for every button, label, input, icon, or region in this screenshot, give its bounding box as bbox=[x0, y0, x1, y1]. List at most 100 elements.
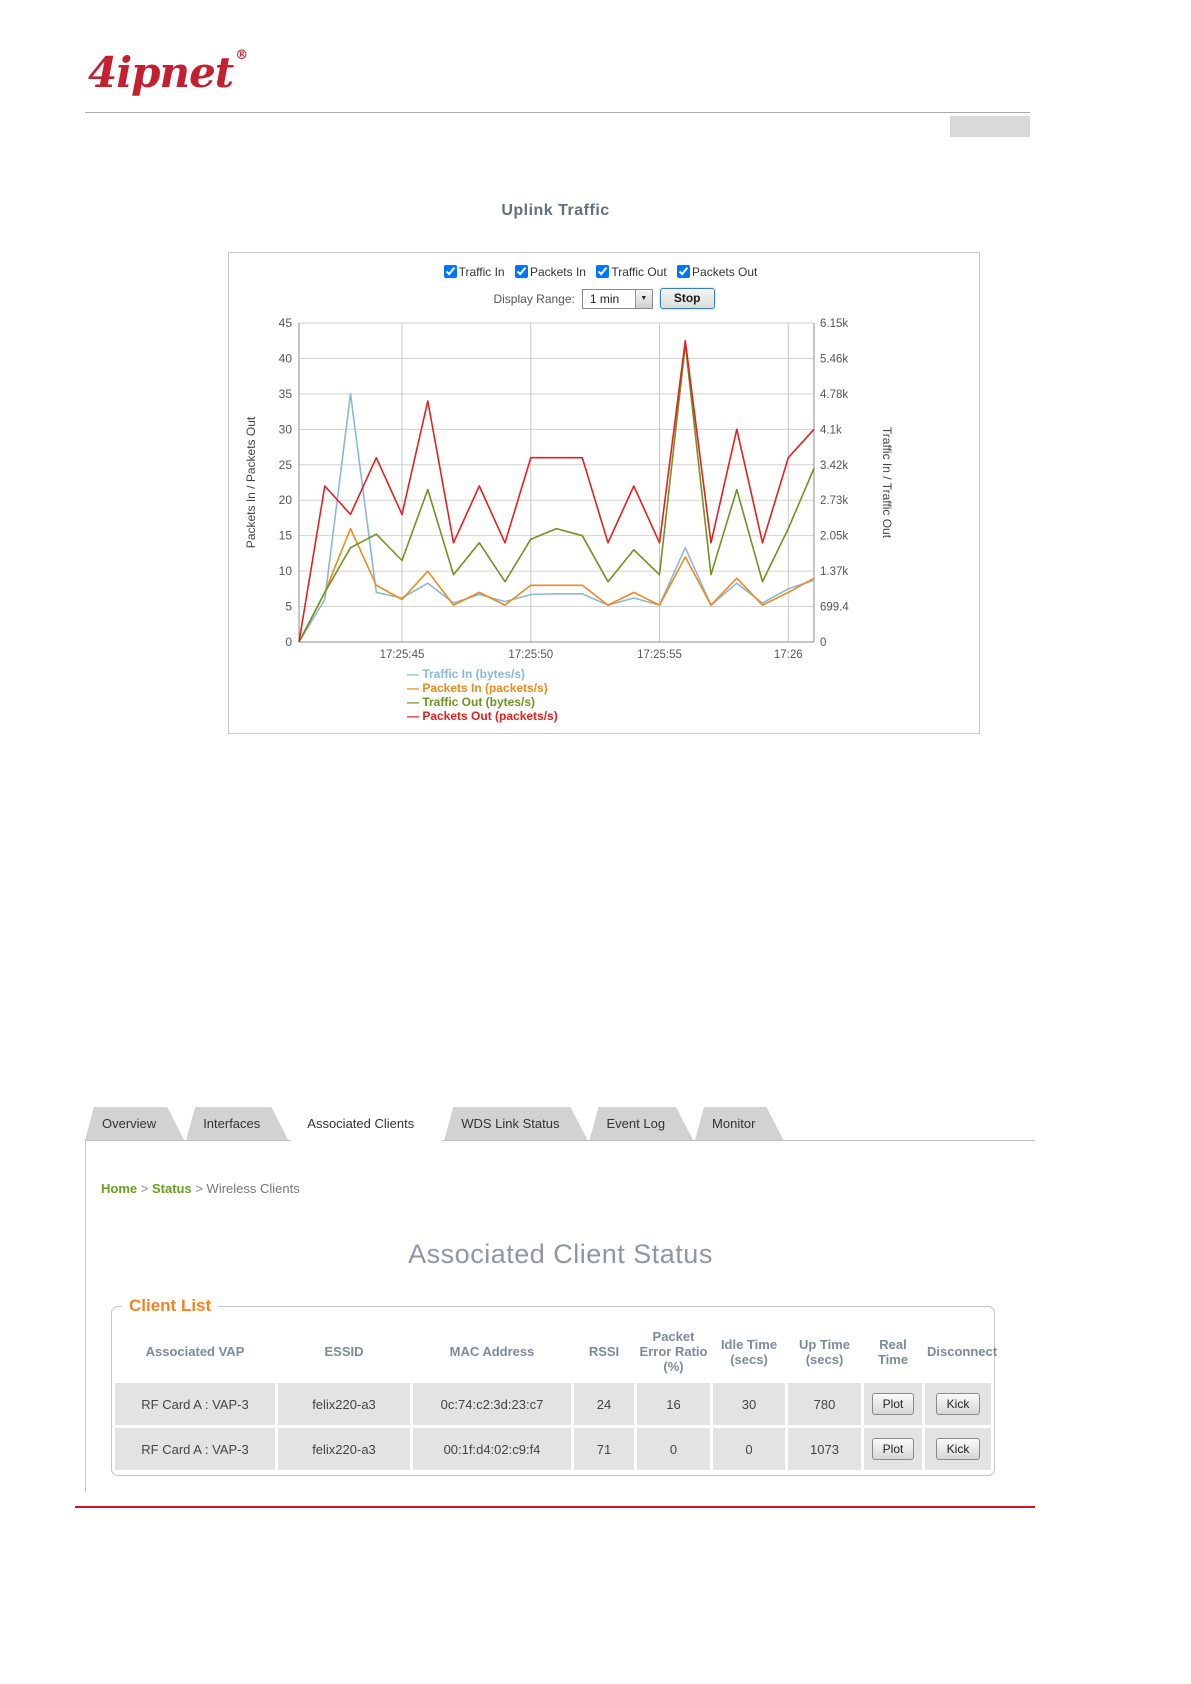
status-tab-strip: Overview Interfaces Associated Clients W… bbox=[85, 1104, 1035, 1140]
cell-per: 0 bbox=[637, 1428, 710, 1470]
kick-button[interactable]: Kick bbox=[935, 1438, 981, 1460]
svg-text:3.42k: 3.42k bbox=[820, 460, 848, 472]
cell-essid: felix220-a3 bbox=[278, 1428, 410, 1470]
cell-uptime: 780 bbox=[788, 1383, 861, 1425]
tab-overview[interactable]: Overview bbox=[85, 1107, 184, 1140]
chevron-down-icon: ▼ bbox=[634, 289, 652, 308]
legend-item: — Packets Out (packets/s) bbox=[407, 709, 558, 723]
col-associated-vap: Associated VAP bbox=[145, 1344, 245, 1359]
col-rssi: RSSI bbox=[588, 1344, 620, 1359]
uplink-traffic-chart: 0 0 5 699.4 10 1.37k 15 2.05k 20 2.73k 25 3.42k 30 4.… bbox=[244, 316, 894, 661]
svg-text:6.15k: 6.15k bbox=[820, 318, 848, 330]
client-list-legend: Client List bbox=[129, 1296, 212, 1315]
svg-text:25: 25 bbox=[279, 458, 293, 472]
svg-text:15: 15 bbox=[279, 529, 293, 543]
uplink-traffic-panel: Traffic In Packets In Traffic Out Packet… bbox=[228, 252, 980, 734]
status-content: Home > Status > Wireless Clients Associa… bbox=[85, 1140, 1035, 1492]
kick-button[interactable]: Kick bbox=[935, 1393, 981, 1415]
svg-text:40: 40 bbox=[279, 351, 293, 365]
traffic-out-checkbox-label: Traffic Out bbox=[611, 265, 667, 279]
tab-interfaces[interactable]: Interfaces bbox=[186, 1107, 288, 1140]
svg-text:4.78k: 4.78k bbox=[820, 389, 848, 401]
cell-per: 16 bbox=[637, 1383, 710, 1425]
cell-vap: RF Card A : VAP-3 bbox=[115, 1428, 275, 1470]
col-disconnect: Disconnect bbox=[927, 1344, 998, 1359]
svg-text:30: 30 bbox=[279, 422, 293, 436]
svg-text:0: 0 bbox=[285, 635, 292, 649]
plot-button[interactable]: Plot bbox=[871, 1438, 915, 1460]
display-range-label: Display Range: bbox=[493, 291, 575, 306]
page-title: Associated Client Status bbox=[408, 1239, 713, 1269]
page-number-placeholder bbox=[950, 116, 1030, 137]
traffic-in-checkbox-label: Traffic In bbox=[458, 265, 505, 279]
cell-mac: 0c:74:c2:3d:23:c7 bbox=[413, 1383, 571, 1425]
col-packet-error-ratio: Packet Error Ratio (%) bbox=[639, 1329, 708, 1374]
svg-text:5.46k: 5.46k bbox=[820, 353, 848, 365]
tab-wds-link-status[interactable]: WDS Link Status bbox=[444, 1107, 587, 1140]
traffic-out-checkbox[interactable] bbox=[596, 265, 610, 278]
plot-button[interactable]: Plot bbox=[871, 1393, 915, 1415]
client-list-fieldset: Client List Associated VAP ESSID MAC Add… bbox=[111, 1296, 998, 1476]
chart-legend: — Traffic In (bytes/s) — Packets In (pack… bbox=[407, 667, 971, 723]
header-divider bbox=[85, 112, 1030, 113]
svg-text:4.1k: 4.1k bbox=[820, 424, 842, 436]
tab-event-log[interactable]: Event Log bbox=[590, 1107, 694, 1140]
svg-text:1.37k: 1.37k bbox=[820, 566, 848, 578]
svg-text:20: 20 bbox=[279, 493, 293, 507]
cell-vap: RF Card A : VAP-3 bbox=[115, 1383, 275, 1425]
cell-idle: 30 bbox=[713, 1383, 785, 1425]
breadcrumb-separator: > bbox=[140, 1181, 149, 1196]
svg-text:35: 35 bbox=[279, 387, 293, 401]
col-mac-address: MAC Address bbox=[449, 1344, 535, 1359]
display-range-value: 1 min bbox=[589, 291, 620, 306]
tab-associated-clients[interactable]: Associated Clients bbox=[290, 1104, 442, 1141]
breadcrumb-separator: > bbox=[195, 1181, 203, 1196]
svg-text:10: 10 bbox=[279, 564, 293, 578]
legend-item: — Traffic Out (bytes/s) bbox=[407, 695, 536, 709]
tab-monitor[interactable]: Monitor bbox=[695, 1107, 783, 1140]
svg-text:17:25:50: 17:25:50 bbox=[508, 649, 553, 661]
cell-essid: felix220-a3 bbox=[278, 1383, 410, 1425]
stop-button[interactable]: Stop bbox=[659, 288, 715, 309]
cell-idle: 0 bbox=[713, 1428, 785, 1470]
breadcrumb-home-link[interactable]: Home bbox=[101, 1181, 138, 1196]
col-real-time: Real Time bbox=[877, 1336, 909, 1367]
svg-text:2.05k: 2.05k bbox=[820, 531, 848, 543]
packets-out-checkbox[interactable] bbox=[677, 265, 691, 278]
svg-text:17:25:55: 17:25:55 bbox=[637, 649, 682, 661]
svg-text:Traffic In / Traffic Out: Traffic In / Traffic Out bbox=[880, 427, 894, 539]
packets-out-checkbox-label: Packets Out bbox=[692, 265, 758, 279]
col-essid: ESSID bbox=[324, 1344, 364, 1359]
packets-in-checkbox[interactable] bbox=[514, 265, 528, 278]
vendor-logo: 4ipnet ® bbox=[88, 48, 248, 97]
svg-text:699.4: 699.4 bbox=[820, 602, 849, 614]
svg-text:2.73k: 2.73k bbox=[820, 495, 848, 507]
registered-mark: ® bbox=[235, 48, 248, 63]
svg-text:17:25:45: 17:25:45 bbox=[380, 649, 425, 661]
svg-text:17:26: 17:26 bbox=[774, 649, 803, 661]
cell-uptime: 1073 bbox=[788, 1428, 861, 1470]
svg-text:0: 0 bbox=[820, 637, 826, 649]
display-range-select[interactable]: 1 min ▼ bbox=[581, 288, 653, 309]
col-up-time: Up Time (secs) bbox=[798, 1336, 851, 1367]
series-checkbox-row: Traffic In Packets In Traffic Out Packet… bbox=[237, 265, 971, 279]
cell-rssi: 24 bbox=[574, 1383, 634, 1425]
display-range-row: Display Range: 1 min ▼ Stop bbox=[237, 288, 971, 309]
packets-in-checkbox-label: Packets In bbox=[529, 265, 586, 279]
client-table: Associated VAP ESSID MAC Address RSSI Pa… bbox=[112, 1320, 998, 1473]
table-row: RF Card A : VAP-3 felix220-a3 00:1f:d4:0… bbox=[115, 1428, 991, 1470]
footer-divider bbox=[75, 1506, 1035, 1508]
legend-item: — Traffic In (bytes/s) bbox=[407, 667, 526, 681]
breadcrumb: Home > Status > Wireless Clients bbox=[101, 1181, 300, 1196]
legend-item: — Packets In (packets/s) bbox=[407, 681, 548, 695]
table-row: RF Card A : VAP-3 felix220-a3 0c:74:c2:3… bbox=[115, 1383, 991, 1425]
svg-text:45: 45 bbox=[279, 316, 293, 330]
breadcrumb-current: Wireless Clients bbox=[206, 1181, 300, 1196]
svg-text:5: 5 bbox=[285, 600, 292, 614]
cell-rssi: 71 bbox=[574, 1428, 634, 1470]
svg-text:Packets In / Packets Out: Packets In / Packets Out bbox=[244, 416, 258, 548]
traffic-in-checkbox[interactable] bbox=[443, 265, 457, 278]
breadcrumb-status-link[interactable]: Status bbox=[151, 1181, 192, 1196]
cell-mac: 00:1f:d4:02:c9:f4 bbox=[413, 1428, 571, 1470]
uplink-traffic-title: Uplink Traffic bbox=[501, 202, 610, 219]
